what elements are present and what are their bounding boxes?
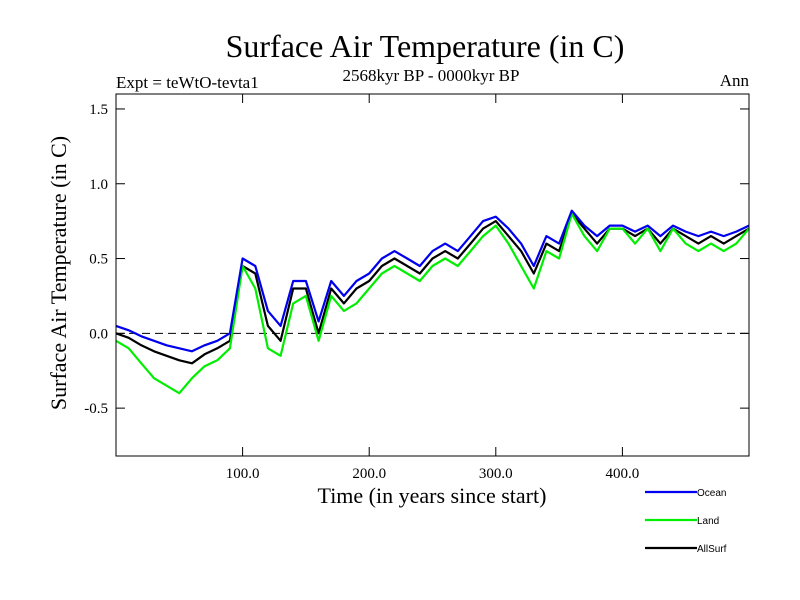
x-tick-label: 200.0 (352, 466, 386, 482)
y-tick-label: 0.0 (89, 326, 108, 342)
expt-label: Expt = teWtO-tevta1 (116, 73, 259, 92)
plot-frame (115, 93, 750, 457)
y-tick-label: 0.5 (89, 252, 108, 268)
season-label: Ann (720, 71, 750, 90)
y-tick-label: 1.5 (89, 102, 108, 118)
x-tick-label: 400.0 (606, 466, 640, 482)
series-line-ocean (115, 209, 750, 353)
series-line-land (115, 212, 750, 395)
x-tick-label: 300.0 (479, 466, 513, 482)
chart-subtitle: 2568kyr BP - 0000kyr BP (343, 66, 520, 85)
y-tick-label: -0.5 (84, 401, 108, 417)
legend-label-land: Land (697, 516, 719, 527)
y-tick-label: 1.0 (89, 177, 108, 193)
y-axis-label: Surface Air Temperature (in C) (46, 136, 71, 410)
x-axis-label: Time (in years since start) (318, 483, 547, 508)
x-tick-label: 100.0 (226, 466, 260, 482)
series-line-allsurf (115, 212, 750, 365)
legend-label-ocean: Ocean (697, 488, 726, 499)
legend-label-allsurf: AllSurf (697, 544, 727, 555)
chart-title: Surface Air Temperature (in C) (226, 28, 625, 64)
